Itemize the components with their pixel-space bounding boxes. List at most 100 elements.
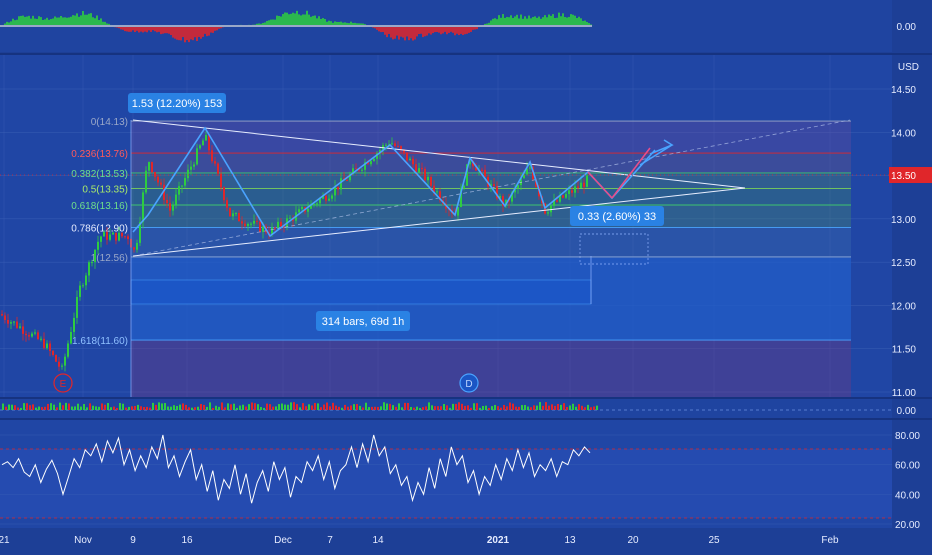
- time-tick-label: Nov: [74, 535, 92, 546]
- top-oscillator-bar: [504, 18, 506, 26]
- time-tick-label: 2021: [487, 535, 510, 546]
- bars-count-label[interactable]: 314 bars, 69d 1h: [316, 311, 410, 331]
- volume-bar: [164, 403, 166, 410]
- top-oscillator-bar: [520, 15, 522, 26]
- candle-body: [103, 232, 105, 236]
- volume-bar: [458, 402, 460, 410]
- candle-body: [46, 343, 48, 348]
- top-oscillator-bar: [80, 15, 82, 26]
- volume-bar: [278, 404, 280, 410]
- top-oscillator-zero-label: 0.00: [897, 22, 917, 33]
- volume-bar: [110, 407, 112, 410]
- top-oscillator-bar: [518, 18, 520, 26]
- volume-bar: [197, 407, 199, 410]
- top-oscillator-bar: [432, 26, 434, 33]
- volume-bar: [116, 408, 118, 410]
- top-oscillator-bar: [548, 15, 550, 26]
- top-oscillator-bar: [162, 26, 164, 34]
- volume-bar: [494, 405, 496, 410]
- volume-bar: [155, 405, 157, 410]
- top-range-label[interactable]: 1.53 (12.20%) 153: [128, 93, 226, 113]
- top-oscillator-bar: [442, 26, 444, 33]
- candle-body: [436, 191, 438, 192]
- dividend-marker[interactable]: D: [460, 374, 478, 392]
- top-oscillator-bar: [318, 16, 320, 26]
- volume-bar: [374, 407, 376, 410]
- candle-body: [175, 195, 177, 205]
- volume-bar: [233, 404, 235, 410]
- volume-bar: [596, 406, 598, 410]
- small-range-label[interactable]: 0.33 (2.60%) 33: [570, 206, 664, 226]
- volume-bar: [53, 405, 55, 410]
- volume-bar: [137, 405, 139, 410]
- candle-body: [4, 315, 6, 320]
- top-oscillator-bar: [160, 26, 162, 34]
- volume-bar: [269, 404, 271, 410]
- volume-bar: [41, 407, 43, 410]
- volume-bar: [293, 402, 295, 410]
- volume-bar: [206, 407, 208, 410]
- top-oscillator-bar: [388, 26, 390, 34]
- candle-body: [43, 339, 45, 348]
- volume-bar: [347, 407, 349, 410]
- volume-bar: [515, 407, 517, 410]
- candle-body: [55, 355, 57, 362]
- candle-body: [124, 236, 126, 237]
- top-oscillator-bar: [190, 26, 192, 39]
- candle-body: [91, 262, 93, 263]
- volume-bar: [569, 405, 571, 410]
- candle-body: [34, 332, 36, 333]
- top-oscillator-bar: [498, 15, 500, 26]
- time-tick-label: 21: [0, 535, 10, 546]
- volume-bar: [365, 403, 367, 410]
- top-oscillator-bar: [290, 14, 292, 26]
- top-oscillator-bar: [50, 19, 52, 26]
- volume-bar: [104, 405, 106, 410]
- candle-body: [16, 322, 18, 328]
- top-oscillator-bar: [456, 26, 458, 34]
- top-oscillator-bar: [412, 26, 414, 41]
- fib-level-label: 0.382(13.53): [71, 169, 128, 180]
- top-oscillator-bar: [492, 19, 494, 26]
- candle-body: [145, 171, 147, 193]
- candle-body: [97, 242, 99, 250]
- bars-count-label-text: 314 bars, 69d 1h: [322, 316, 405, 328]
- volume-bar: [311, 405, 313, 410]
- candle-body: [226, 200, 228, 208]
- time-tick-label: 13: [564, 535, 576, 546]
- volume-bar: [464, 406, 466, 410]
- volume-bar: [368, 407, 370, 410]
- volume-bar: [344, 405, 346, 410]
- candle-body: [406, 152, 408, 160]
- top-oscillator-bar: [38, 16, 40, 26]
- price-axis[interactable]: USD 14.5014.0013.5013.0012.5012.0011.501…: [889, 62, 932, 399]
- volume-bar: [23, 403, 25, 410]
- volume-bar: [215, 406, 217, 410]
- top-oscillator-bar: [502, 14, 504, 26]
- candle-body: [481, 170, 483, 171]
- volume-bar: [8, 405, 10, 410]
- volume-bar: [275, 406, 277, 410]
- volume-bar: [524, 405, 526, 410]
- top-oscillator-bar: [460, 26, 462, 34]
- candle-body: [247, 224, 249, 226]
- top-oscillator-bar: [28, 16, 30, 26]
- fib-zone: [131, 153, 851, 173]
- volume-bar: [395, 407, 397, 410]
- volume-bar: [578, 404, 580, 410]
- candle-body: [79, 286, 81, 297]
- candle-body: [580, 183, 582, 188]
- volume-bar: [563, 403, 565, 410]
- top-oscillator-bar: [390, 26, 392, 38]
- volume-bar: [59, 403, 61, 410]
- top-oscillator-bar: [320, 19, 322, 26]
- volume-bar: [17, 407, 19, 410]
- top-oscillator-bar: [508, 17, 510, 26]
- top-oscillator-bar: [68, 17, 70, 26]
- volume-bar: [308, 404, 310, 410]
- volume-bar: [101, 403, 103, 410]
- candle-body: [70, 332, 72, 343]
- top-oscillator-bar: [22, 16, 24, 26]
